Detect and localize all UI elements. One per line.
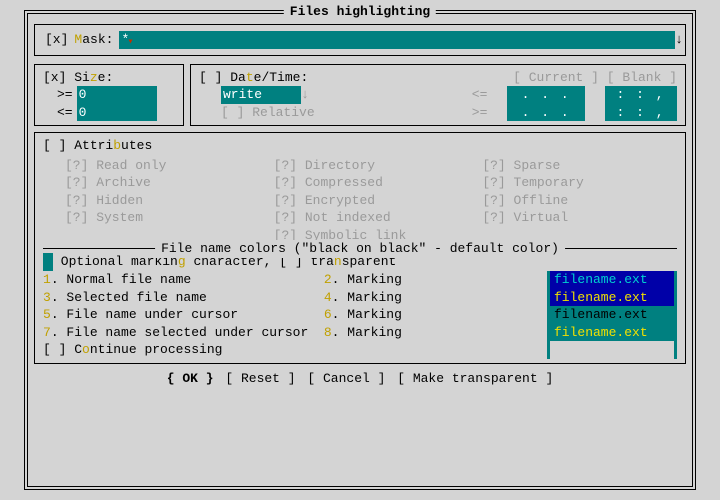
attribute-item[interactable]: [?] Encrypted [274,192,469,210]
mask-input[interactable]: * ▾ ↓ [119,31,675,49]
dt-le-label: <= [472,86,488,104]
size-label: Size: [74,70,113,85]
mask-label: Mask: [74,31,113,49]
attribute-item[interactable]: [?] Hidden [65,192,260,210]
mask-section: [x] Mask: * ▾ ↓ [34,24,686,56]
attribute-item[interactable]: [?] Read only [65,157,260,175]
reset-button[interactable]: [ Reset ] [225,371,295,386]
size-ge-label: >= [57,86,73,104]
datetime-section: [ ] Date/Time: [ Current ] [ Blank ] wri… [190,64,686,127]
attribute-item[interactable]: [?] Not indexed [274,209,469,227]
blank-button[interactable]: [ Blank ] [607,70,677,85]
current-button[interactable]: [ Current ] [513,70,599,85]
attribute-item[interactable]: [?] Temporary [482,174,677,192]
attribute-item[interactable]: [?] Directory [274,157,469,175]
continue-processing[interactable]: [ ] Continue processing [43,341,537,359]
dt-ge-label: >= [472,104,488,122]
attributes-label: Attributes [74,138,152,153]
size-section: [x] Size: >= 0 <= 0 [34,64,184,127]
attribute-item[interactable]: [?] System [65,209,260,227]
dt-le-date[interactable]: . . . [507,86,585,104]
relative-label: Relative [252,105,314,120]
marking-char-swatch[interactable] [43,253,53,271]
preview-row: filename.ext [550,289,674,307]
attribute-item[interactable]: [?] Sparse [482,157,677,175]
attribute-item[interactable]: [?] Virtual [482,209,677,227]
size-ge-input[interactable]: 0 [77,86,157,104]
color-line[interactable]: 7. File name selected under cursor 8. Ma… [43,324,537,342]
datetime-checkbox[interactable]: [ ] [199,69,222,87]
cursor-indicator: ▾ [127,36,133,50]
relative-checkbox[interactable]: [ ] [221,104,244,122]
mask-checkbox[interactable]: [x] [45,31,68,49]
size-le-label: <= [57,104,73,122]
attribute-item[interactable]: [?] Offline [482,192,677,210]
files-highlighting-dialog: Files highlighting [x] Mask: * ▾ ↓ [x [24,10,696,490]
color-line[interactable]: 5. File name under cursor 6. Marking [43,306,537,324]
colors-section-title: File name colors ("black on black" - def… [155,240,565,258]
size-checkbox[interactable]: [x] [43,69,66,87]
dropdown-arrow-icon[interactable]: ↓ [301,86,309,104]
datetime-type-select[interactable]: write ↓ [221,86,301,104]
color-preview: filename.extfilename.extfilename.extfile… [547,271,677,359]
button-bar: { OK } [ Reset ] [ Cancel ] [ Make trans… [34,370,686,388]
dialog-title: Files highlighting [284,3,436,21]
color-line[interactable]: 1. Normal file name 2. Marking [43,271,537,289]
attributes-checkbox[interactable]: [ ] [43,137,66,155]
cancel-button[interactable]: [ Cancel ] [307,371,385,386]
attribute-item[interactable]: [?] Archive [65,174,260,192]
dropdown-arrow-icon[interactable]: ↓ [675,31,683,49]
color-line[interactable]: 3. Selected file name 4. Marking [43,289,537,307]
preview-row: filename.ext [550,324,674,342]
dt-le-time[interactable]: : : , [605,86,677,104]
make-transparent-button[interactable]: [ Make transparent ] [397,371,553,386]
preview-row: filename.ext [550,306,674,324]
datetime-label: Date/Time: [230,70,308,85]
dt-ge-date[interactable]: . . . [507,104,585,122]
dt-ge-time[interactable]: : : , [605,104,677,122]
attributes-section: [ ] Attributes [?] Read only [?] Director… [34,132,686,364]
ok-button[interactable]: { OK } [167,371,214,386]
attribute-item[interactable]: [?] Compressed [274,174,469,192]
size-le-input[interactable]: 0 [77,104,157,122]
preview-row: filename.ext [550,271,674,289]
